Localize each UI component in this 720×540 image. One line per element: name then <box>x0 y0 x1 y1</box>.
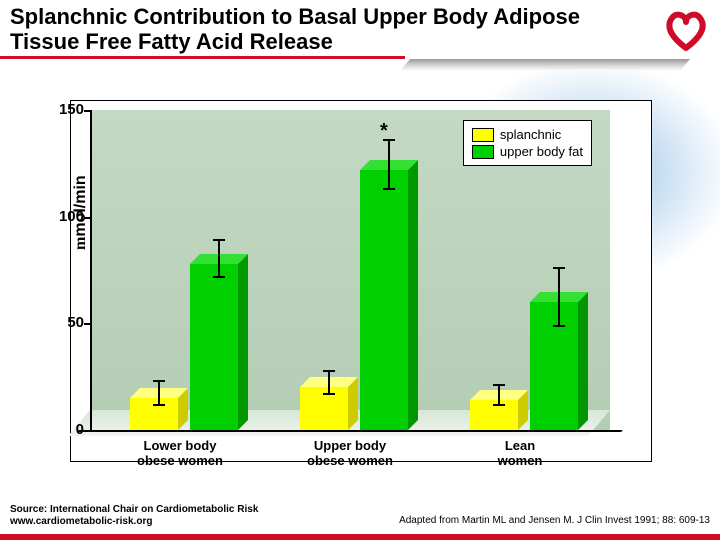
slide: Splanchnic Contribution to Basal Upper B… <box>0 0 720 540</box>
error-bar <box>498 384 500 405</box>
legend-swatch-splanchnic <box>472 128 494 142</box>
bottom-accent-bar <box>0 534 720 540</box>
error-bar <box>158 380 160 406</box>
annotation-star: * <box>380 120 388 143</box>
bar-upper_body_fat <box>360 170 408 430</box>
error-bar <box>218 239 220 277</box>
x-axis-line <box>77 430 623 432</box>
legend-label-splanchnic: splanchnic <box>500 127 561 142</box>
legend-swatch-upperbodyfat <box>472 145 494 159</box>
footer-source-line2: www.cardiometabolic-risk.org <box>10 516 258 528</box>
y-axis-line <box>90 110 92 430</box>
x-label: Leanwomen <box>450 438 590 468</box>
y-tick: 100 <box>50 208 84 225</box>
footer-source: Source: International Chair on Cardiomet… <box>10 504 258 528</box>
x-label: Upper bodyobese women <box>280 438 420 468</box>
title-block: Splanchnic Contribution to Basal Upper B… <box>10 4 650 55</box>
y-tick: 50 <box>50 314 84 331</box>
footer-citation: Adapted from Martin ML and Jensen M. J C… <box>399 515 710 526</box>
error-bar <box>328 370 330 396</box>
x-label: Lower bodyobese women <box>110 438 250 468</box>
legend-item-upperbodyfat: upper body fat <box>472 144 583 159</box>
legend-label-upperbodyfat: upper body fat <box>500 144 583 159</box>
slide-title: Splanchnic Contribution to Basal Upper B… <box>10 4 650 55</box>
title-underline <box>0 56 700 74</box>
legend-item-splanchnic: splanchnic <box>472 127 583 142</box>
legend: splanchnic upper body fat <box>463 120 592 166</box>
bar-upper_body_fat <box>190 264 238 430</box>
error-bar <box>388 139 390 190</box>
y-tick: 0 <box>50 421 84 438</box>
y-tick: 150 <box>50 101 84 118</box>
heart-logo-icon <box>664 8 708 52</box>
bar-upper_body_fat <box>530 302 578 430</box>
error-bar <box>558 267 560 327</box>
footer-source-line1: Source: International Chair on Cardiomet… <box>10 504 258 516</box>
